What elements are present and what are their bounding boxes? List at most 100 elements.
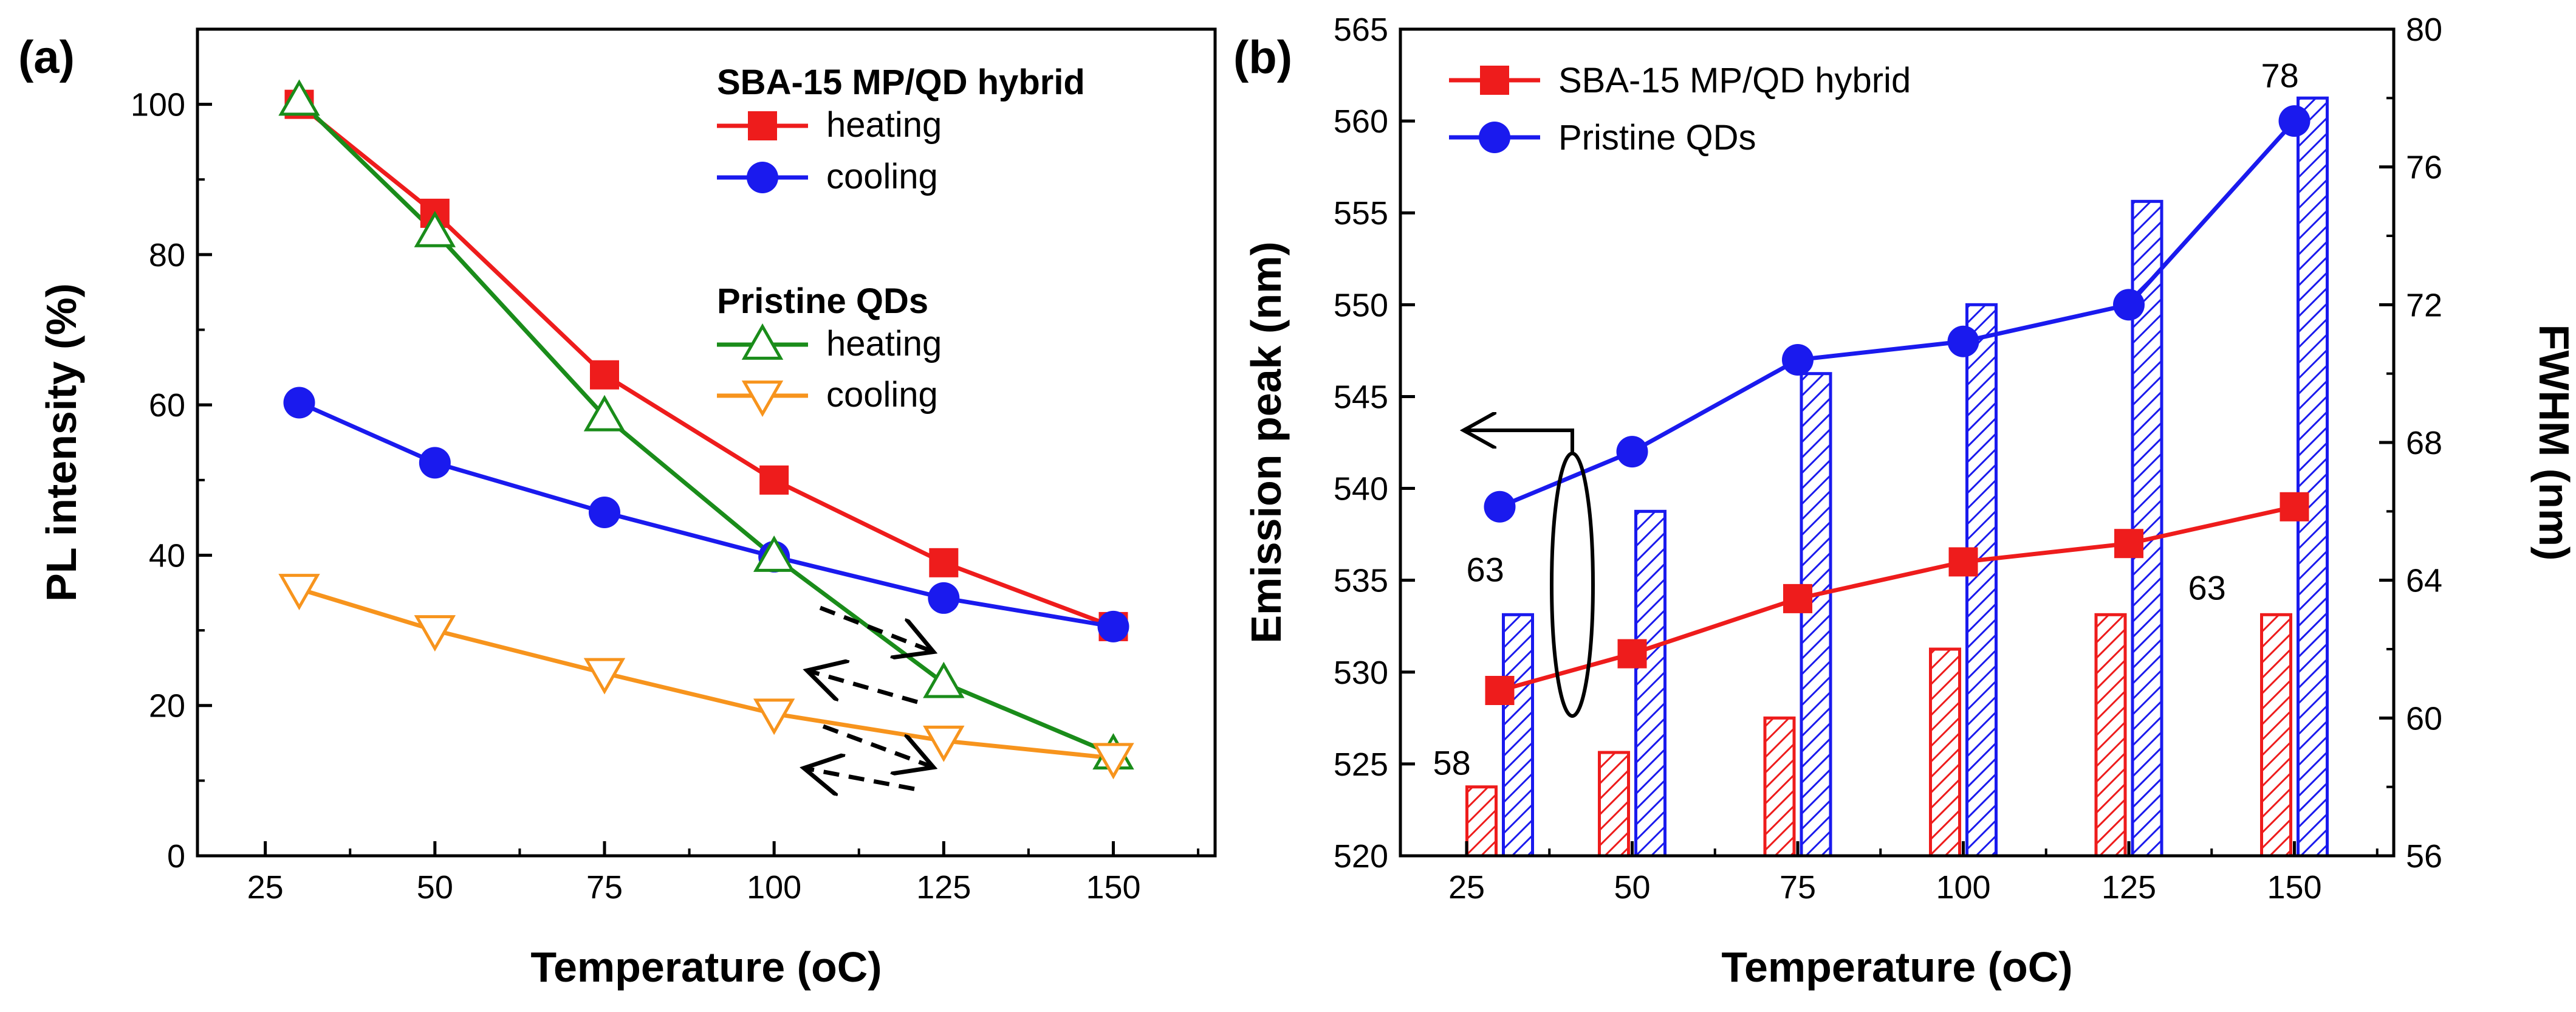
- panel-a: (a) 25 50 75 100 125 150 0 20 40 60 80 100 Temperatur…: [18, 27, 1217, 991]
- x-tick-label-a: 100: [747, 869, 801, 906]
- direction-arrow: [822, 724, 930, 766]
- x-tick-label-b: 100: [1936, 869, 1990, 906]
- legend-marker: [747, 162, 778, 193]
- y-tick-label-b-left: 565: [1334, 12, 1388, 48]
- data-point-a-2: [753, 535, 795, 572]
- data-point-b-1: [1782, 344, 1814, 376]
- data-point-b-0: [2114, 529, 2143, 559]
- fwhm-bar-0: [2260, 613, 2292, 858]
- y-tick-label-b-left: 560: [1334, 103, 1388, 140]
- y-tick-label-b-left: 545: [1334, 379, 1388, 415]
- fwhm-data-label: 63: [1467, 550, 1504, 588]
- series-line-a-3: [298, 587, 1114, 760]
- data-point-a-3: [414, 615, 456, 652]
- series-line-b-1: [1499, 119, 2297, 509]
- fwhm-bar-0: [1598, 751, 1630, 858]
- legend-label: SBA-15 MP/QD hybrid: [1558, 61, 1911, 100]
- y-tick-label-a: 60: [149, 387, 185, 424]
- x-tick-label-a: 125: [916, 869, 971, 906]
- data-point-a-1: [283, 387, 315, 419]
- x-tick-label-a: 75: [586, 869, 623, 906]
- y-tick-label-a: 80: [149, 237, 185, 274]
- legend-marker: [1480, 66, 1509, 95]
- legend-marker: [1479, 122, 1510, 153]
- y-tick-label-b-left: 520: [1334, 838, 1388, 875]
- y-tick-label-a: 0: [167, 838, 185, 875]
- data-point-a-0: [929, 548, 959, 577]
- y-axis-title-b-right: FWHM (nm): [2530, 325, 2576, 561]
- data-point-a-3: [753, 698, 795, 735]
- panel-b-label: (b): [1233, 32, 1292, 83]
- panel-b: (b) 25 50 75 100 125 150 520 525 530 535 540 545 550 5…: [1233, 12, 2576, 991]
- direction-arrow: [819, 605, 930, 650]
- plot-frame-b: [1399, 27, 2396, 858]
- data-point-a-3: [1092, 743, 1134, 780]
- axis-indicator-arrow: [1467, 430, 1574, 453]
- series-line-a-1: [298, 401, 1114, 629]
- data-point-a-1: [1097, 610, 1129, 642]
- legend-label: cooling: [826, 157, 938, 196]
- y-tick-label-b-left: 525: [1334, 746, 1388, 783]
- data-point-b-0: [1783, 583, 1812, 613]
- y-axis-title-a: PL intensity (%): [38, 283, 85, 602]
- data-point-a-3: [278, 574, 320, 611]
- fwhm-bar-0: [1465, 785, 1498, 858]
- data-point-a-1: [419, 447, 451, 479]
- legend-marker: [741, 323, 784, 360]
- data-point-b-0: [2280, 492, 2309, 521]
- series-line-b-0: [1499, 504, 2295, 693]
- y-tick-label-b-left: 540: [1334, 471, 1388, 508]
- data-point-a-0: [590, 360, 619, 390]
- x-axis-title-a: Temperature (oC): [530, 943, 882, 991]
- data-point-b-0: [1948, 547, 1978, 577]
- legend-label: Pristine QDs: [1558, 118, 1756, 157]
- y-tick-label-b-right: 72: [2406, 287, 2442, 323]
- x-axis-title-b: Temperature (oC): [1721, 943, 2072, 991]
- y-tick-label-b-right: 64: [2406, 563, 2442, 599]
- data-point-a-2: [414, 210, 456, 247]
- y-tick-label-a: 20: [149, 688, 185, 725]
- legend-marker: [741, 380, 784, 417]
- x-tick-label-a: 50: [417, 869, 453, 906]
- data-point-b-0: [1617, 639, 1647, 669]
- x-tick-label-b: 25: [1448, 869, 1485, 906]
- x-tick-label-a: 150: [1086, 869, 1140, 906]
- data-point-b-1: [1484, 491, 1516, 523]
- y-tick-label-b-left: 535: [1334, 563, 1388, 599]
- direction-arrow: [811, 672, 918, 704]
- data-point-a-2: [278, 79, 320, 116]
- x-tick-label-a: 25: [247, 869, 284, 906]
- fwhm-bar-1: [1634, 509, 1667, 858]
- y-tick-label-b-right: 68: [2406, 425, 2442, 461]
- data-point-a-0: [759, 465, 789, 495]
- fwhm-data-label: 58: [1433, 744, 1471, 782]
- y-tick-label-a: 40: [149, 537, 185, 574]
- data-point-a-3: [583, 658, 626, 695]
- y-tick-label-b-left: 555: [1334, 195, 1388, 232]
- fwhm-bar-1: [1502, 613, 1534, 858]
- fwhm-bar-1: [1800, 372, 1832, 858]
- fwhm-bar-0: [1763, 716, 1796, 858]
- legend-label: heating: [826, 105, 942, 145]
- x-tick-label-b: 125: [2102, 869, 2156, 906]
- data-point-a-2: [923, 661, 965, 698]
- x-tick-label-b: 50: [1614, 869, 1650, 906]
- data-point-b-1: [2278, 105, 2311, 137]
- legend-label: heating: [826, 324, 942, 363]
- panel-a-label: (a): [18, 32, 75, 83]
- data-point-b-1: [2113, 289, 2145, 321]
- data-point-b-0: [1485, 676, 1515, 705]
- x-tick-label-b: 150: [2267, 869, 2321, 906]
- axis-indicator-ellipse: [1550, 452, 1595, 718]
- fwhm-data-label: 63: [2188, 568, 2226, 607]
- data-point-b-1: [1616, 436, 1648, 468]
- plot-frame-a: [196, 27, 1217, 858]
- data-point-a-2: [583, 394, 626, 432]
- series-line-a-2: [298, 98, 1114, 757]
- legend-label: cooling: [826, 375, 938, 415]
- data-point-b-1: [1947, 325, 1979, 357]
- x-tick-label-b: 75: [1780, 869, 1816, 906]
- series-line-a-0: [298, 102, 1114, 629]
- direction-arrow: [808, 769, 915, 789]
